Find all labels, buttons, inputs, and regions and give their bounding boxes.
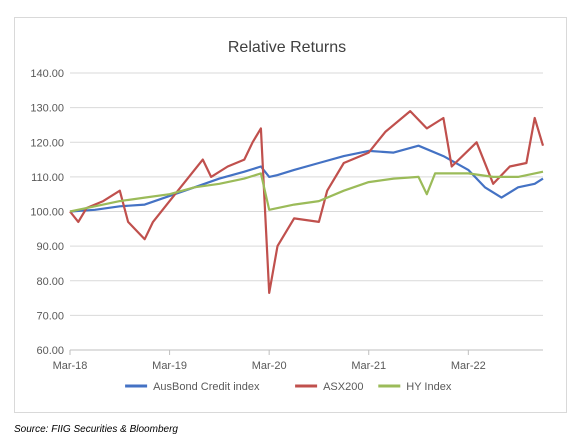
legend: AusBond Credit index ASX200 HY Index <box>125 381 452 393</box>
x-tick-label: Mar-21 <box>351 360 386 372</box>
chart-svg: Relative Returns 60.00 70.00 80.00 90.00 100… <box>30 39 545 393</box>
y-tick-label: 140.00 <box>30 68 64 80</box>
axis-layer: 60.00 70.00 80.00 90.00 100.00 110.00 120.00 13… <box>30 68 543 372</box>
legend-label: HY Index <box>406 381 452 393</box>
x-tick-label: Mar-22 <box>451 360 486 372</box>
y-tick-label: 90.00 <box>36 241 64 253</box>
y-tick-label: 60.00 <box>36 345 64 357</box>
y-tick-label: 70.00 <box>36 310 64 322</box>
x-tick-label: Mar-20 <box>252 360 287 372</box>
series-line-2 <box>69 109 545 294</box>
series-layer <box>69 109 545 294</box>
y-tick-label: 120.00 <box>30 137 64 149</box>
chart-frame: Relative Returns 60.00 70.00 80.00 90.00 100… <box>14 17 567 413</box>
x-tick-label: Mar-18 <box>53 360 88 372</box>
y-tick-label: 130.00 <box>30 103 64 115</box>
series-line-1 <box>69 144 544 213</box>
y-tick-label: 100.00 <box>30 207 64 219</box>
legend-label: ASX200 <box>323 381 363 393</box>
x-tick-label: Mar-19 <box>152 360 187 372</box>
legend-label: AusBond Credit index <box>153 381 260 393</box>
series-line-3 <box>69 170 544 213</box>
y-tick-label: 80.00 <box>36 276 64 288</box>
grid-layer <box>70 72 543 351</box>
source-note: Source: FIIG Securities & Bloomberg <box>14 424 178 435</box>
chart-title: Relative Returns <box>228 39 346 56</box>
y-tick-label: 110.00 <box>31 172 64 184</box>
